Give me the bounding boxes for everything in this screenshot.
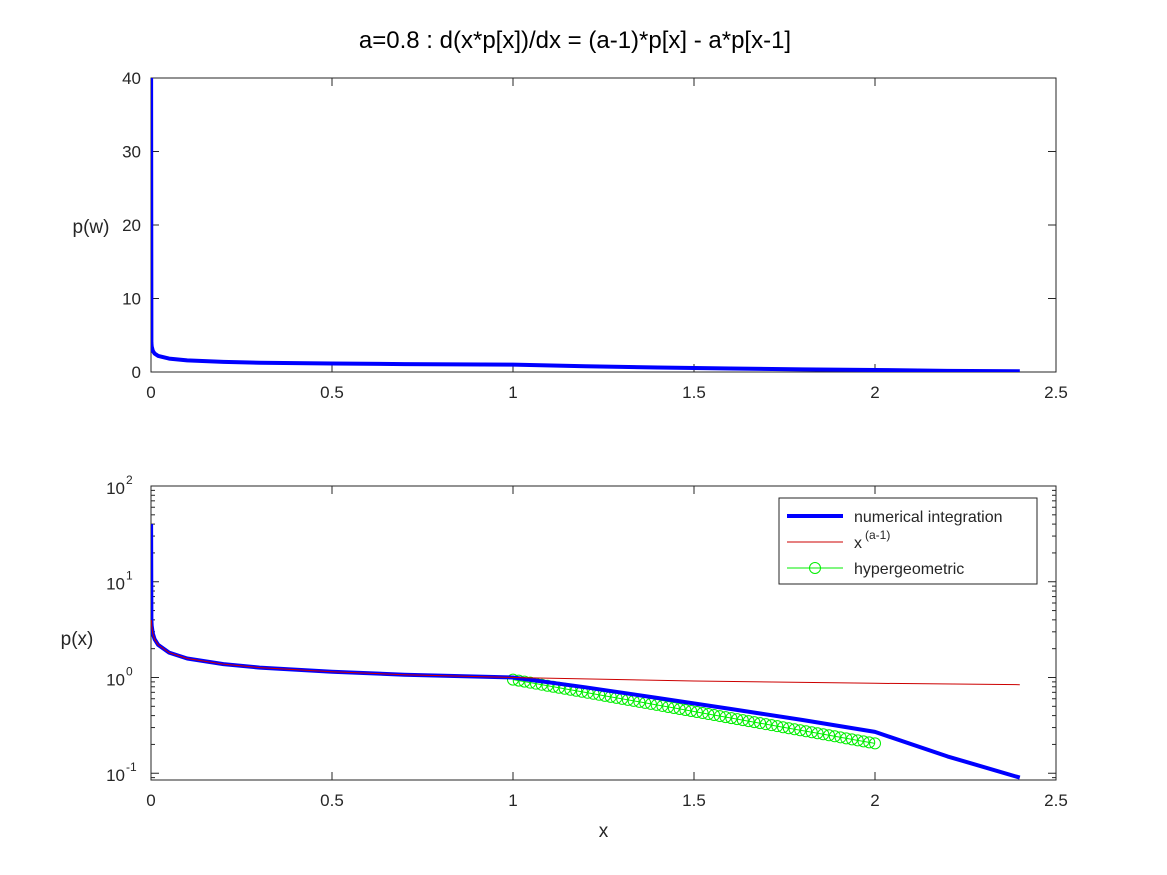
hypergeometric-marker [846, 733, 859, 746]
hypergeometric-marker [708, 709, 721, 722]
plot-area [151, 78, 1020, 372]
legend-label-superscript: (a-1) [865, 528, 890, 542]
hypergeometric-marker [759, 718, 772, 731]
legend-box [778, 497, 1038, 585]
hypergeometric-marker [782, 722, 795, 735]
hypergeometric-marker [823, 729, 836, 742]
hypergeometric-marker [811, 727, 824, 740]
y-tick-exponent: 0 [126, 664, 133, 678]
hypergeometric-marker [800, 725, 813, 738]
y-axis-label: p(x) [61, 629, 94, 650]
x-tick-label: 2.5 [1044, 791, 1068, 810]
power-line [151, 620, 1020, 686]
hypergeometric-marker [765, 719, 778, 732]
legend-marker-hypergeometric [809, 562, 821, 574]
legend-label-numerical: numerical integration [854, 509, 1003, 526]
legend-label-power: x [854, 535, 862, 552]
hypergeometric-marker [788, 723, 801, 736]
axes-box [150, 77, 1057, 373]
hypergeometric-marker [673, 702, 686, 715]
x-tick-label: 0 [146, 383, 155, 402]
hypergeometric-line [512, 679, 876, 744]
y-tick-label: 10 [106, 575, 125, 594]
top-linear-plot: 0 0.5 1 1.5 2 2.5 0 10 20 30 40 p(w) [73, 69, 1068, 402]
hypergeometric-marker [702, 708, 715, 721]
x-tick-label: 2 [870, 383, 879, 402]
hypergeometric-marker [834, 731, 847, 744]
y-tick-label: 20 [122, 216, 141, 235]
x-tick-label: 0.5 [320, 791, 344, 810]
y-tick-exponent: 2 [126, 473, 133, 487]
hypergeometric-marker [817, 728, 830, 741]
hypergeometric-marker [851, 734, 864, 747]
y-tick-label: 10 [106, 766, 125, 785]
hypergeometric-marker [794, 724, 807, 737]
hypergeometric-marker [719, 711, 732, 724]
y-tick-label: 30 [122, 143, 141, 162]
x-tick-label: 2.5 [1044, 383, 1068, 402]
y-tick-label: 40 [122, 69, 141, 88]
hypergeometric-marker [742, 715, 755, 728]
hypergeometric-marker [736, 714, 749, 727]
x-tick-label: 0.5 [320, 383, 344, 402]
hypergeometric-marker [754, 717, 767, 730]
hypergeometric-marker [667, 701, 680, 714]
hypergeometric-marker [535, 678, 548, 691]
x-tick-label: 0 [146, 791, 155, 810]
hypergeometric-marker [690, 706, 703, 719]
hypergeometric-marker [748, 716, 761, 729]
legend: numerical integration x (a-1) hypergeometri… [778, 497, 1038, 585]
hypergeometric-marker [777, 721, 790, 734]
hypergeometric-marker [731, 713, 744, 726]
y-tick-label: 10 [106, 670, 125, 689]
hypergeometric-marker [840, 732, 853, 745]
hypergeometric-marker [725, 712, 738, 725]
x-tick-label: 1 [508, 791, 517, 810]
hypergeometric-marker [713, 710, 726, 723]
hypergeometric-marker [828, 730, 841, 743]
x-tick-label: 1.5 [682, 791, 706, 810]
x-tick-label: 1 [508, 383, 517, 402]
numerical-line [151, 78, 1020, 372]
y-tick-label: 0 [132, 363, 141, 382]
x-axis-label: x [599, 821, 609, 842]
legend-label-hypergeometric: hypergeometric [854, 561, 964, 578]
hypergeometric-marker [863, 736, 876, 749]
y-tick-label: 10 [122, 290, 141, 309]
figure-title: a=0.8 : d(x*p[x])/dx = (a-1)*p[x] - a*p[… [359, 27, 791, 54]
y-axis-label: p(w) [73, 217, 110, 238]
hypergeometric-marker [696, 707, 709, 720]
x-tick-label: 2 [870, 791, 879, 810]
hypergeometric-marker [869, 737, 881, 750]
hypergeometric-marker [857, 735, 870, 748]
y-tick-exponent: -1 [126, 760, 137, 774]
hypergeometric-marker [771, 720, 784, 733]
hypergeometric-marker [805, 726, 818, 739]
x-tick-label: 1.5 [682, 383, 706, 402]
hypergeometric-marker [685, 705, 698, 718]
plot-area [151, 524, 1021, 780]
y-tick-exponent: 1 [126, 569, 133, 583]
y-tick-label: 10 [106, 479, 125, 498]
hypergeometric-marker [679, 703, 692, 716]
hypergeometric-marker [524, 676, 537, 689]
